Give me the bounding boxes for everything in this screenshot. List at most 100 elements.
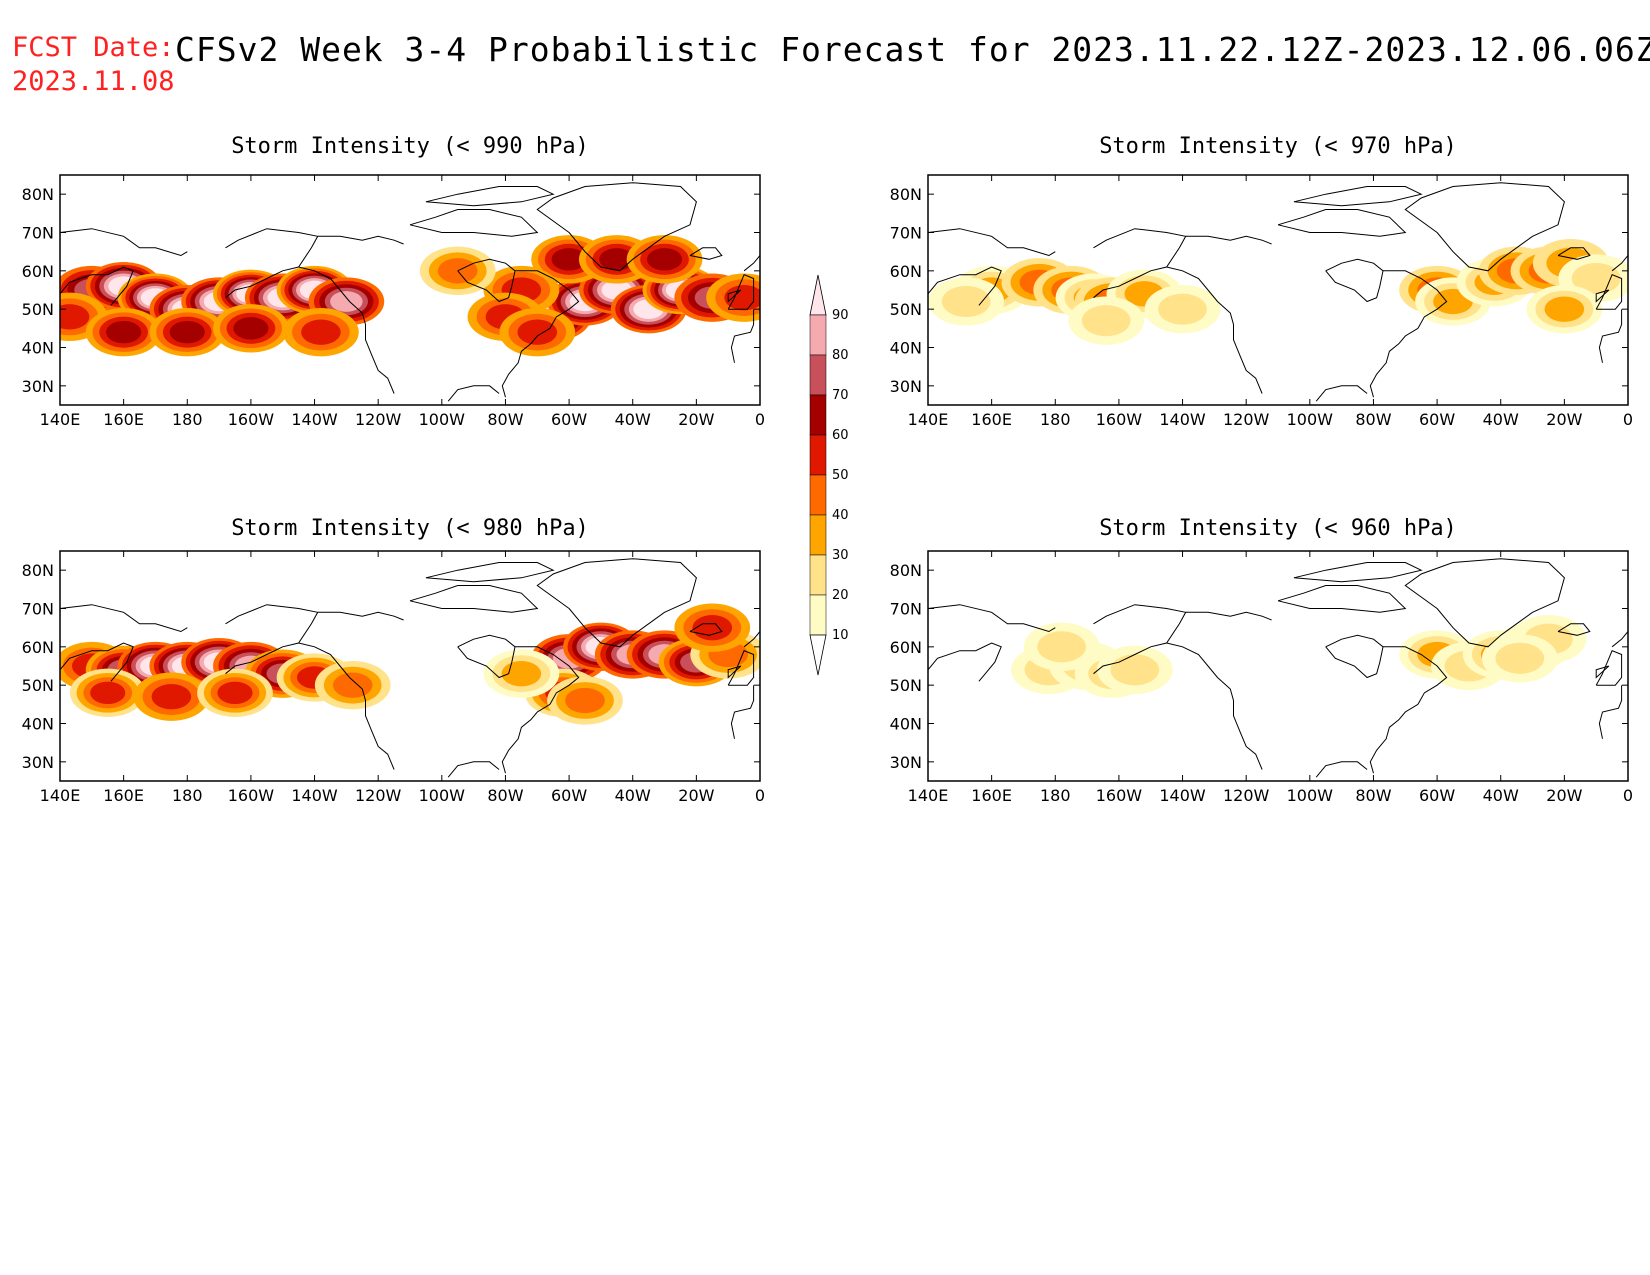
- coastline: [1369, 703, 1419, 774]
- coastline: [727, 665, 742, 679]
- colorbar-bottom-triangle: [809, 634, 827, 676]
- lat-tick-label: 50N: [890, 676, 922, 695]
- lon-tick-label: 60W: [551, 786, 587, 805]
- lat-tick-label: 80N: [890, 561, 922, 580]
- lon-tick-label: 140W: [1159, 410, 1206, 429]
- lat-tick-label: 50N: [22, 300, 54, 319]
- coastline: [1093, 228, 1187, 299]
- lat-tick-label: 60N: [890, 262, 922, 281]
- lat-tick-label: 70N: [22, 224, 54, 243]
- coastline: [457, 634, 516, 679]
- coastline: [409, 585, 539, 613]
- lat-tick-label: 70N: [890, 224, 922, 243]
- probability-contour-60: [233, 317, 269, 340]
- coastline: [1166, 266, 1263, 394]
- lon-tick-label: 40W: [1483, 786, 1519, 805]
- lon-tick-label: 60W: [1419, 786, 1455, 805]
- probability-cell: [197, 668, 273, 717]
- fcst-date-value: 2023.11.08: [12, 66, 175, 97]
- lon-tick-label: 80W: [487, 410, 523, 429]
- map-panel-p990: Storm Intensity (< 990 hPa) 140E 160E 180 16…: [22, 134, 765, 429]
- coastline: [1166, 642, 1263, 770]
- probability-cell: [133, 672, 210, 721]
- coastline: [689, 623, 723, 636]
- coastline: [501, 327, 551, 398]
- probability-contour-30: [1544, 296, 1585, 322]
- lat-tick-label: 60N: [22, 638, 54, 657]
- coastline: [1595, 650, 1623, 686]
- lat-tick-label: 80N: [22, 561, 54, 580]
- lon-tick-label: 0: [1623, 786, 1633, 805]
- lon-tick-label: 160W: [228, 786, 275, 805]
- coastline: [928, 228, 1056, 257]
- panel-content: [928, 558, 1628, 778]
- coastline: [928, 604, 1056, 633]
- lat-tick-label: 60N: [890, 638, 922, 657]
- lat-tick-label: 40N: [22, 715, 54, 734]
- panel-title: Storm Intensity (< 980 hPa): [231, 516, 589, 541]
- lon-tick-label: 140E: [908, 786, 949, 805]
- lon-tick-label: 100W: [419, 786, 466, 805]
- panel-title: Storm Intensity (< 960 hPa): [1099, 516, 1457, 541]
- lon-tick-label: 20W: [678, 786, 714, 805]
- coastline: [447, 761, 500, 778]
- lon-tick-label: 180: [1040, 410, 1071, 429]
- fcst-date-label: FCST Date:: [12, 32, 175, 63]
- coastline: [457, 258, 516, 303]
- probability-contour-20: [1110, 654, 1160, 686]
- lon-tick-label: 160W: [1096, 410, 1143, 429]
- lon-tick-label: 100W: [1287, 786, 1334, 805]
- coastline: [1325, 634, 1384, 679]
- lon-tick-label: 80W: [487, 786, 523, 805]
- coastline: [730, 309, 755, 363]
- colorbar-segment: [809, 434, 827, 476]
- probability-cell: [314, 661, 391, 710]
- lon-tick-label: 160E: [103, 786, 144, 805]
- probability-cell: [213, 304, 289, 353]
- probability-cell: [1144, 285, 1221, 334]
- lat-tick-label: 60N: [22, 262, 54, 281]
- coastline: [425, 186, 555, 207]
- lon-tick-label: 180: [172, 410, 203, 429]
- coastline: [1598, 685, 1623, 739]
- coastline: [536, 558, 697, 648]
- coastline: [727, 289, 742, 303]
- lat-tick-label: 70N: [890, 600, 922, 619]
- lon-tick-label: 0: [755, 786, 765, 805]
- coastline: [1383, 646, 1448, 705]
- lon-tick-label: 160W: [1096, 786, 1143, 805]
- coastline: [447, 385, 500, 402]
- lon-tick-label: 80W: [1355, 410, 1391, 429]
- lon-tick-label: 60W: [551, 410, 587, 429]
- coastline: [1595, 289, 1610, 303]
- coastline: [1293, 186, 1423, 207]
- probability-cell: [69, 668, 146, 717]
- probability-contour-20: [1158, 293, 1207, 325]
- lon-tick-label: 40W: [615, 786, 651, 805]
- probability-cell: [283, 308, 359, 357]
- lon-tick-label: 60W: [1419, 410, 1455, 429]
- lat-tick-label: 30N: [890, 753, 922, 772]
- panel-content: [60, 182, 760, 402]
- probability-cell: [928, 277, 1005, 326]
- lon-tick-label: 140W: [1159, 786, 1206, 805]
- coastline: [1277, 585, 1407, 613]
- colorbar-tick-label: 30: [832, 548, 849, 563]
- coastline: [1185, 611, 1272, 621]
- lon-tick-label: 20W: [678, 410, 714, 429]
- lat-tick-label: 80N: [890, 185, 922, 204]
- coastline: [60, 642, 134, 682]
- probability-contour-50: [301, 319, 341, 345]
- probability-cell: [547, 676, 623, 725]
- colorbar-tick-label: 20: [832, 588, 849, 603]
- probability-cell: [1481, 634, 1558, 683]
- coastlines: [928, 558, 1628, 778]
- coastline: [1611, 255, 1628, 272]
- colorbar-tick-label: 90: [832, 308, 849, 323]
- coastline: [928, 642, 1002, 682]
- coastline: [225, 604, 319, 675]
- colorbar-segment: [809, 474, 827, 516]
- probability-contour-50: [517, 319, 558, 345]
- coastline: [515, 646, 580, 705]
- coastline: [1369, 327, 1419, 398]
